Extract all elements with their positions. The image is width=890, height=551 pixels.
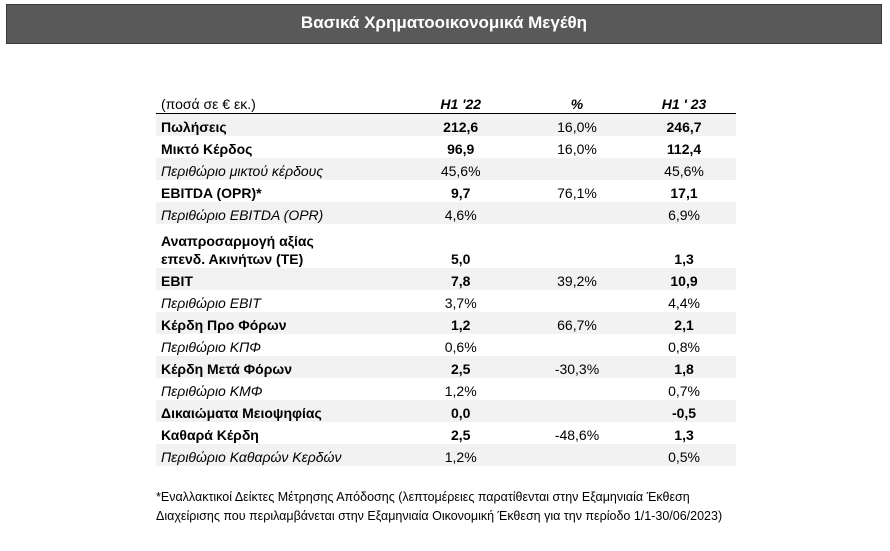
row-value-h1-22: 45,6% [399,158,522,180]
page-title: Βασικά Χρηματοοικονομικά Μεγέθη [300,13,588,32]
row-value-h1-23: 2,1 [632,312,736,334]
row-value-h1-23: 0,8% [668,339,700,355]
row-value-h1-22: 1,2% [399,444,522,466]
row-label: Πωλήσεις [156,113,400,136]
row-label: EBITDA (OPR)* [161,185,262,201]
table-row: Περιθώριο ΚΜΦ 1,2% 0,7% [156,378,736,400]
row-label: Περιθώριο EBIT [161,295,261,311]
table-header-row: (ποσά σε € εκ.) H1 '22 % H1 ' 23 [156,89,736,114]
header-percent: % [521,89,633,114]
row-label: Κέρδη Μετά Φόρων [156,356,400,378]
table-row: Δικαιώματα Μειοψηφίας 0,0 -0,5 [156,400,736,422]
row-label: Περιθώριο ΚΠΦ [161,339,261,355]
row-value-h1-22: 0,6% [444,339,477,355]
row-label: Περιθώριο μικτού κέρδους [156,158,400,180]
row-label: Καθαρά Κέρδη [161,427,259,443]
row-value-pct [522,290,632,312]
table-row: Περιθώριο μικτού κέρδους 45,6% 45,6% [156,158,736,180]
row-value-pct: 16,0% [521,113,633,136]
table-row: Περιθώριο EBITDA (OPR) 4,6% 6,9% [156,202,736,224]
header-units: (ποσά σε € εκ.) [156,89,400,114]
row-value-pct [522,334,632,356]
row-value-pct: 39,2% [521,268,633,290]
row-value-pct [522,224,632,268]
row-value-h1-23: 17,1 [670,185,698,201]
row-label: Περιθώριο Καθαρών Κερδών [156,444,400,466]
footnote-line-1: *Εναλλακτικοί Δείκτες Μέτρησης Απόδοσης … [156,490,690,504]
row-value-h1-23: 1,3 [674,251,694,267]
row-value-pct: 16,0% [557,141,597,157]
table-row: Κέρδη Μετά Φόρων 2,5 -30,3% 1,8 [156,356,736,378]
row-value-h1-23: -0,5 [632,400,736,422]
row-label: Δικαιώματα Μειοψηφίας [156,400,400,422]
row-value-h1-23: 10,9 [632,268,736,290]
row-value-h1-22: 2,5 [399,356,522,378]
row-value-h1-22: 1,2% [444,383,477,399]
table-row: Περιθώριο Καθαρών Κερδών 1,2% 0,5% [156,444,736,466]
row-value-h1-22: 9,7 [450,185,471,201]
row-value-pct [521,158,633,180]
header-h1-22: H1 '22 [399,89,522,114]
row-value-h1-23: 0,7% [668,383,700,399]
row-value-h1-22: 2,5 [450,427,471,443]
row-value-h1-22: 1,2 [399,312,522,334]
table-row: Αναπροσαρμογή αξίας επενδ. Ακινήτων (TE)… [156,224,736,268]
row-value-h1-23: 4,4% [668,295,700,311]
row-value-pct [521,202,633,224]
row-value-h1-22: 96,9 [447,141,475,157]
row-value-pct: -30,3% [521,356,633,378]
row-label: Περιθώριο ΚΜΦ [161,383,263,399]
row-value-h1-23: 112,4 [666,141,702,157]
row-value-h1-23: 1,3 [674,427,694,443]
row-value-pct [522,378,632,400]
row-value-h1-22: 4,6% [399,202,522,224]
table-row: EBIT 7,8 39,2% 10,9 [156,268,736,290]
row-value-h1-23: 45,6% [632,158,736,180]
row-value-h1-22: 3,7% [444,295,477,311]
row-value-h1-23: 0,5% [632,444,736,466]
row-value-pct [521,400,633,422]
row-value-h1-22: 7,8 [399,268,522,290]
row-value-h1-22: 212,6 [399,113,522,136]
row-label: Αναπροσαρμογή αξίας επενδ. Ακινήτων (TE) [156,224,399,268]
row-value-pct: 66,7% [521,312,633,334]
header-h1-23: H1 ' 23 [632,89,736,114]
row-value-h1-22: 5,0 [450,251,471,267]
row-value-pct: 76,1% [557,185,597,201]
row-value-pct: -48,6% [554,427,600,443]
financial-table: (ποσά σε € εκ.) H1 '22 % H1 ' 23 Πωλήσει… [156,89,736,466]
table-row: Κέρδη Προ Φόρων 1,2 66,7% 2,1 [156,312,736,334]
footnote-line-2: Διαχείρισης που περιλαμβάνεται στην Εξαμ… [156,509,723,523]
row-value-h1-23: 1,8 [632,356,736,378]
row-value-h1-23: 6,9% [632,202,736,224]
row-label: Κέρδη Προ Φόρων [156,312,400,334]
row-label: Περιθώριο EBITDA (OPR) [156,202,400,224]
row-value-pct [521,444,633,466]
table-row: Περιθώριο EBIT 3,7% 4,4% [156,290,736,312]
table-row: EBITDA (OPR)* 9,7 76,1% 17,1 [156,180,736,202]
row-value-h1-22: 0,0 [399,400,522,422]
footnote: *Εναλλακτικοί Δείκτες Μέτρησης Απόδοσης … [156,488,876,526]
table-row: Περιθώριο ΚΠΦ 0,6% 0,8% [156,334,736,356]
row-label: Μικτό Κέρδος [161,141,253,157]
row-label: EBIT [156,268,400,290]
table-row: Καθαρά Κέρδη 2,5 -48,6% 1,3 [156,422,736,444]
title-bar: Βασικά Χρηματοοικονομικά Μεγέθη [6,4,882,44]
table-row: Μικτό Κέρδος 96,9 16,0% 112,4 [156,136,736,158]
row-value-h1-23: 246,7 [632,113,736,136]
table-row: Πωλήσεις 212,6 16,0% 246,7 [156,113,736,136]
row-label-text: Αναπροσαρμογή αξίας επενδ. Ακινήτων (TE) [161,233,314,267]
